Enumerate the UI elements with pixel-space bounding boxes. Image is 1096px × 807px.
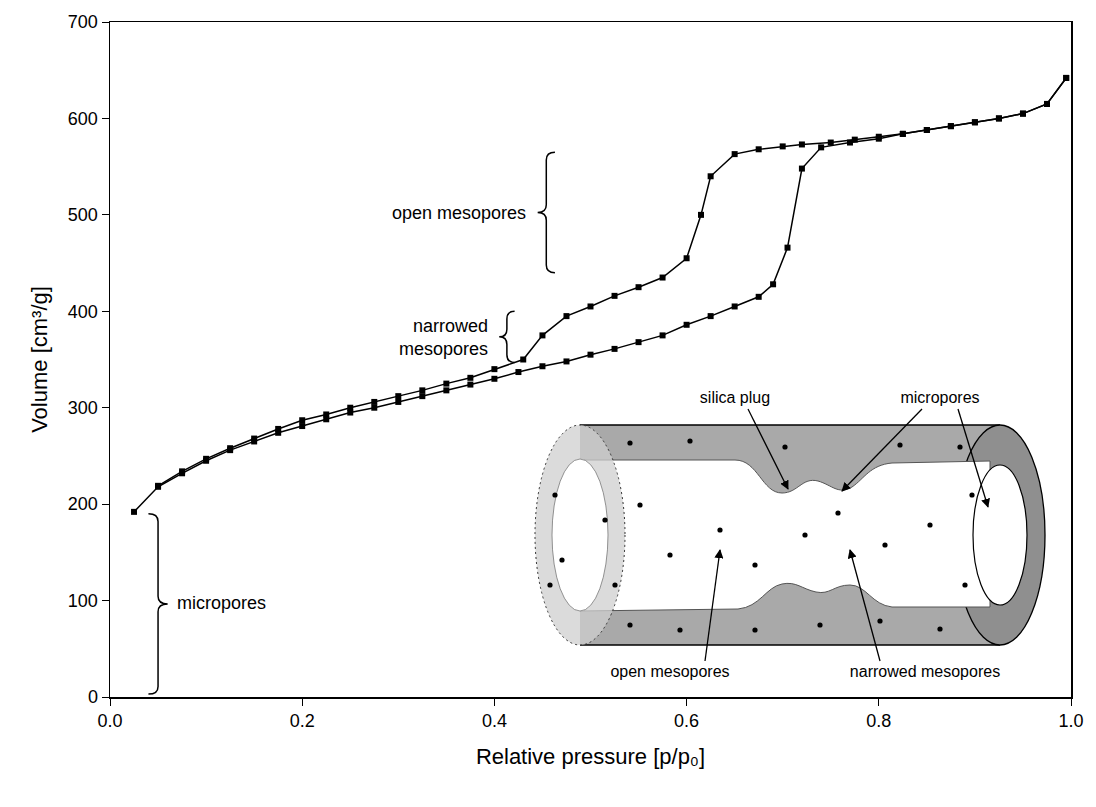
svg-text:micropores: micropores — [900, 389, 979, 406]
svg-text:0.0: 0.0 — [97, 711, 122, 731]
svg-text:0: 0 — [88, 687, 98, 707]
svg-text:300: 300 — [68, 398, 98, 418]
svg-text:400: 400 — [68, 302, 98, 322]
svg-text:1.0: 1.0 — [1058, 711, 1083, 731]
svg-text:narrowed mesopores: narrowed mesopores — [850, 663, 1000, 680]
svg-text:0.6: 0.6 — [674, 711, 699, 731]
svg-text:open mesopores: open mesopores — [610, 663, 729, 680]
svg-text:open mesopores: open mesopores — [392, 203, 526, 223]
svg-text:narrowedmesopores: narrowedmesopores — [399, 316, 488, 359]
svg-text:200: 200 — [68, 494, 98, 514]
svg-text:0.8: 0.8 — [866, 711, 891, 731]
svg-text:100: 100 — [68, 591, 98, 611]
svg-text:silica plug: silica plug — [700, 389, 770, 406]
svg-text:micropores: micropores — [177, 593, 266, 613]
svg-text:500: 500 — [68, 205, 98, 225]
svg-text:0.2: 0.2 — [290, 711, 315, 731]
svg-text:Volume [cm³/g]: Volume [cm³/g] — [27, 286, 52, 433]
svg-text:700: 700 — [68, 12, 98, 32]
svg-text:Relative pressure [p/p₀]: Relative pressure [p/p₀] — [476, 744, 705, 769]
svg-text:600: 600 — [68, 109, 98, 129]
svg-text:0.4: 0.4 — [482, 711, 507, 731]
